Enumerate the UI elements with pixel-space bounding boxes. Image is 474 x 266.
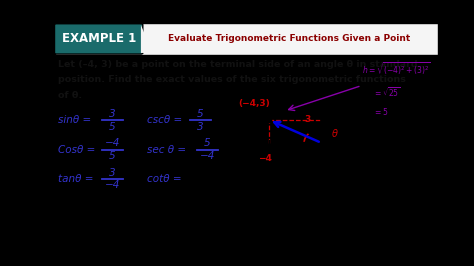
Text: position. Find the exact values of the six trigonometric functions: position. Find the exact values of the s… <box>58 76 406 84</box>
FancyBboxPatch shape <box>55 24 143 54</box>
Text: y: y <box>321 82 327 92</box>
Text: θ: θ <box>332 129 338 139</box>
Text: cotθ =: cotθ = <box>146 174 181 184</box>
Text: 3: 3 <box>305 115 311 124</box>
Text: tanθ =: tanθ = <box>58 174 94 184</box>
Text: Cosθ =: Cosθ = <box>58 145 96 155</box>
Polygon shape <box>141 25 153 53</box>
Text: Evaluate Trigonometric Functions Given a Point: Evaluate Trigonometric Functions Given a… <box>168 34 410 43</box>
Text: x: x <box>389 138 394 148</box>
Text: 5: 5 <box>109 151 116 161</box>
Text: sec θ =: sec θ = <box>146 145 186 155</box>
Text: (−4,3): (−4,3) <box>238 99 270 109</box>
Text: $= 5$: $= 5$ <box>373 106 389 117</box>
Text: EXAMPLE 1: EXAMPLE 1 <box>62 32 136 45</box>
Text: 5: 5 <box>109 122 116 132</box>
Text: 5: 5 <box>204 138 211 148</box>
Text: 3: 3 <box>109 109 116 119</box>
Text: of θ.: of θ. <box>58 91 82 100</box>
Text: sinθ =: sinθ = <box>58 115 91 125</box>
Text: −4: −4 <box>258 154 272 163</box>
Text: −4: −4 <box>105 180 120 190</box>
Text: −4: −4 <box>105 138 120 148</box>
Text: 3: 3 <box>197 122 204 132</box>
Text: cscθ =: cscθ = <box>146 115 182 125</box>
FancyBboxPatch shape <box>55 23 438 55</box>
Text: $= \sqrt{25}$: $= \sqrt{25}$ <box>373 85 401 99</box>
Text: Let (–4, 3) be a point on the terminal side of an angle θ in standard: Let (–4, 3) be a point on the terminal s… <box>58 60 418 69</box>
Text: 3: 3 <box>109 168 116 178</box>
Text: $h = \sqrt{(-4)^2 + (3)^2}$: $h = \sqrt{(-4)^2 + (3)^2}$ <box>362 60 430 78</box>
Text: −4: −4 <box>200 151 215 161</box>
Text: 5: 5 <box>197 109 204 119</box>
